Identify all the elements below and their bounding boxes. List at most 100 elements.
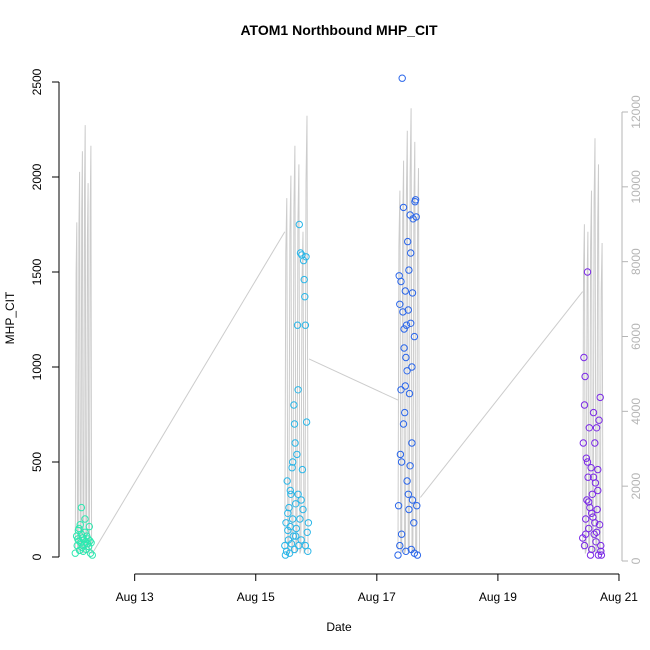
data-point [299,256,308,265]
data-point [591,519,599,527]
data-point [400,325,408,333]
y2-tick-label: 2000 [629,472,643,499]
data-point [583,458,592,466]
data-point [86,537,94,545]
x-axis-label: Date [326,620,352,634]
data-point [401,382,409,390]
data-point [289,515,297,523]
data-point [402,353,410,362]
x-tick-label: Aug 17 [358,590,396,604]
y-tick-label: 1500 [30,258,44,285]
data-point [597,541,605,550]
x-tick-label: Aug 21 [600,590,638,604]
data-point [413,502,421,510]
x-tick-label: Aug 19 [479,590,517,604]
data-point [87,539,95,547]
secondary-line-segment [74,125,93,554]
data-point [402,321,411,329]
data-point [86,549,95,557]
y-tick-label: 500 [30,452,44,472]
data-point [584,473,592,481]
data-point [292,524,300,533]
secondary-line-bridge [420,291,584,498]
data-point [408,439,416,447]
data-point [287,540,296,548]
y2-tick-label: 10000 [629,170,643,204]
data-point [579,439,587,447]
data-point [291,439,299,447]
data-point [585,524,593,533]
data-point [293,321,302,329]
data-point [592,538,600,546]
data-point [281,551,290,559]
data-point [405,505,413,514]
chart-title: ATOM1 Northbound MHP_CIT [240,22,437,38]
data-point [296,515,304,523]
data-point [398,74,406,82]
secondary-series-layer [74,108,604,554]
data-point [304,519,313,527]
data-point [401,287,409,295]
y2-tick-label: 6000 [629,323,643,350]
data-point [286,486,294,495]
data-point [583,496,591,504]
data-point [300,275,308,284]
data-point [292,532,300,540]
data-point [406,462,414,470]
data-point [411,196,420,204]
data-point [285,549,294,557]
data-point [290,545,299,554]
data-point [590,530,598,538]
points-layer [71,74,606,559]
data-point [297,536,305,544]
data-point [297,496,305,504]
data-point [593,505,601,514]
y2-tick-label: 12000 [629,95,643,129]
data-point [296,249,305,257]
data-point [76,521,84,529]
x-tick-label: Aug 15 [237,590,275,604]
data-point [583,268,592,276]
data-point [290,420,299,428]
data-point [397,458,406,466]
data-point [408,289,417,297]
data-point [595,521,604,529]
data-point [592,424,601,432]
data-point [408,363,416,371]
data-point [396,450,405,459]
data-point [404,490,412,498]
data-point [580,541,589,550]
data-point [81,528,89,536]
data-point [582,515,590,523]
data-point [582,454,590,462]
data-point [403,367,411,375]
y-tick-label: 0 [30,553,44,560]
data-point [594,486,602,495]
data-point [585,424,593,432]
data-point [301,321,310,329]
data-point [399,420,408,428]
data-point [397,530,406,538]
data-point [589,408,598,417]
data-point [283,477,291,485]
data-point [88,551,97,559]
data-point [290,401,298,409]
data-point [401,408,409,417]
data-point [397,386,405,394]
y2-tick-label: 8000 [629,248,643,275]
data-point [396,541,404,550]
data-point [397,277,405,286]
data-point [405,266,413,274]
data-point [287,490,295,498]
y2-tick-label: 4000 [629,398,643,425]
data-point [396,300,404,308]
data-point [289,532,297,540]
axes-layer: 0 500 1000 1500 2000 2500 0 2000 4000 6000 8000 100… [30,68,643,604]
data-point [412,213,420,221]
data-point [302,253,310,261]
data-point [293,450,301,459]
data-point [302,418,311,426]
y-tick-label: 2500 [30,68,44,95]
data-point [596,393,604,402]
